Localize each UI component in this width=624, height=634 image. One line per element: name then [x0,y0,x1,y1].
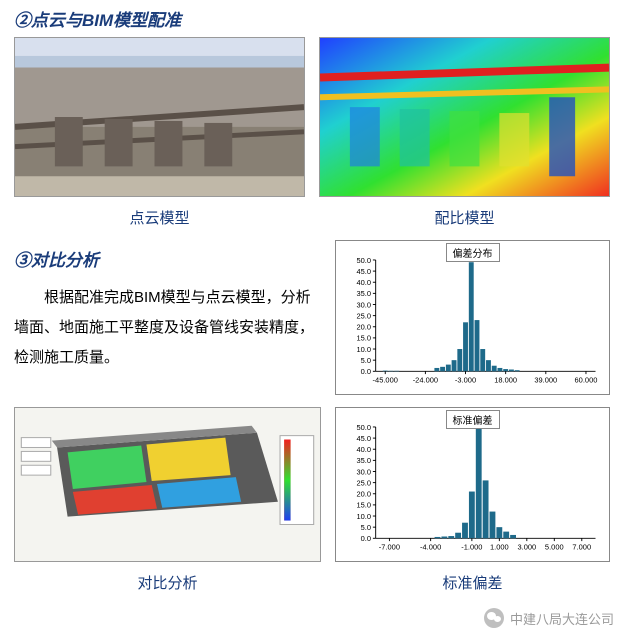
svg-text:35.0: 35.0 [356,456,371,465]
section2-title: ③对比分析 [14,240,321,275]
svg-text:15.0: 15.0 [356,501,371,510]
svg-text:-7.000: -7.000 [379,543,400,552]
analysis-img-box [14,407,321,562]
svg-text:40.0: 40.0 [356,278,371,287]
svg-text:45.0: 45.0 [356,434,371,443]
svg-text:39.000: 39.000 [534,376,557,385]
svg-text:-45.000: -45.000 [373,376,398,385]
svg-text:1.000: 1.000 [490,543,509,552]
caption-row-1: 点云模型 配比模型 [0,201,624,238]
chart2-svg: 0.0 5.0 10.0 15.0 20.0 25.0 30.0 35.0 40.0 45.0 50… [340,412,605,557]
caption-pointcloud: 点云模型 [14,201,305,234]
row-2: ③对比分析 根据配准完成BIM模型与点云模型，分析墙面、地面施工平整度及设备管线… [0,238,624,399]
svg-text:20.0: 20.0 [356,490,371,499]
svg-text:10.0: 10.0 [356,512,371,521]
svg-text:60.000: 60.000 [575,376,598,385]
svg-text:50.0: 50.0 [356,256,371,265]
chart2-column: 标准偏差 0.0 5.0 10.0 15.0 20.0 25.0 30.0 35.0 40.0 4… [335,407,610,562]
footer-source: 中建八局大连公司 [510,609,614,628]
text-column: ③对比分析 根据配准完成BIM模型与点云模型，分析墙面、地面施工平整度及设备管线… [14,240,321,395]
caption-row-3: 对比分析 标准偏差 [0,566,624,603]
svg-text:40.0: 40.0 [356,445,371,454]
chart1-column: 偏差分布 0.0 5.0 10.0 15.0 20.0 25.0 30.0 35.0 40.0 4… [335,240,610,395]
svg-text:5.0: 5.0 [361,523,371,532]
chart1-title: 偏差分布 [446,243,500,262]
svg-text:10.0: 10.0 [356,345,371,354]
chart2-box: 标准偏差 0.0 5.0 10.0 15.0 20.0 25.0 30.0 35.0 40.0 4… [335,407,610,562]
svg-text:15.0: 15.0 [356,334,371,343]
caption-analysis: 对比分析 [14,566,321,599]
chart2-title: 标准偏差 [446,410,500,429]
svg-text:0.0: 0.0 [361,367,371,376]
svg-text:-1.000: -1.000 [461,543,482,552]
caption-compare: 配比模型 [319,201,610,234]
pointcloud-image [14,37,305,197]
img-box-compare [319,37,610,197]
svg-text:3.000: 3.000 [517,543,536,552]
wechat-icon [484,608,504,628]
svg-text:30.0: 30.0 [356,467,371,476]
svg-text:35.0: 35.0 [356,289,371,298]
wechat-footer: 中建八局大连公司 [484,608,614,628]
caption-stddev: 标准偏差 [335,566,610,599]
section1-title: ②点云与BIM模型配准 [0,0,624,35]
compare-image [319,37,610,197]
img-box-pointcloud [14,37,305,197]
svg-text:-4.000: -4.000 [420,543,441,552]
chart1-box: 偏差分布 0.0 5.0 10.0 15.0 20.0 25.0 30.0 35.0 40.0 4… [335,240,610,395]
svg-text:25.0: 25.0 [356,478,371,487]
svg-text:-3.000: -3.000 [455,376,476,385]
svg-text:-24.000: -24.000 [413,376,438,385]
svg-text:25.0: 25.0 [356,311,371,320]
section2-body: 根据配准完成BIM模型与点云模型，分析墙面、地面施工平整度及设备管线安装精度，检… [14,275,321,373]
svg-text:45.0: 45.0 [356,267,371,276]
svg-text:5.0: 5.0 [361,356,371,365]
svg-text:20.0: 20.0 [356,323,371,332]
svg-text:7.000: 7.000 [572,543,591,552]
svg-text:18.000: 18.000 [494,376,517,385]
svg-text:30.0: 30.0 [356,300,371,309]
svg-text:5.000: 5.000 [545,543,564,552]
analysis-image [14,407,321,562]
svg-text:0.0: 0.0 [361,534,371,543]
row-3: 标准偏差 0.0 5.0 10.0 15.0 20.0 25.0 30.0 35.0 40.0 4… [0,399,624,566]
chart1-svg: 0.0 5.0 10.0 15.0 20.0 25.0 30.0 35.0 40.0 45.0 50… [340,245,605,390]
image-row-1 [0,35,624,201]
svg-text:50.0: 50.0 [356,423,371,432]
